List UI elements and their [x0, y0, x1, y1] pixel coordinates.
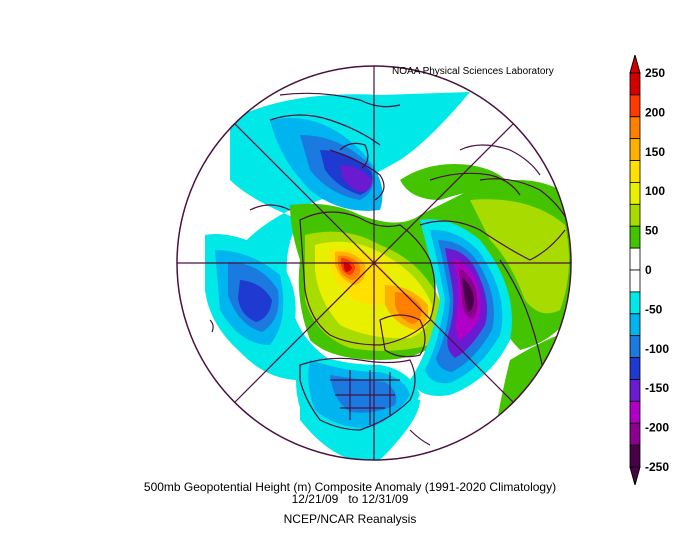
negative-anomaly-region [215, 92, 470, 460]
colorbar-tick-label: -100 [645, 342, 669, 356]
colorbar-tick-label: 50 [645, 224, 659, 238]
colorbar-swatch [629, 379, 641, 402]
colorbar-swatch [629, 203, 641, 227]
date-range: 12/21/09 to 12/31/09 [291, 492, 409, 506]
colorbar-swatch [629, 94, 641, 118]
dataset-label: NCEP/NCAR Reanalysis [283, 512, 417, 526]
map-border [176, 65, 572, 461]
colorbar-swatch [629, 72, 641, 96]
colorbar-swatch [629, 160, 641, 183]
colorbar-swatch [629, 357, 641, 380]
colorbar-swatch [629, 247, 641, 271]
colorbar-swatch [629, 313, 641, 337]
colorbar-max-arrow [629, 55, 641, 74]
colorbar-tick-label: 0 [645, 263, 652, 277]
credit-label: NOAA Physical Sciences Laboratory [392, 66, 554, 77]
colorbar-swatch [629, 335, 641, 358]
colorbar-tick-label: 150 [645, 145, 665, 159]
colorbar-swatch [629, 269, 641, 293]
colorbar: 250 200 150 100 50 0 -50 -100 -150 -200 -250 [629, 55, 669, 485]
map-title: 500mb Geopotential Height (m) Composite … [143, 480, 557, 494]
colorbar-swatch [629, 291, 641, 315]
colorbar-swatch [629, 444, 641, 468]
colorbar-tick-label: 200 [645, 105, 665, 119]
colorbar-swatch [629, 182, 641, 205]
colorbar-tick-label: 250 [645, 66, 665, 80]
colorbar-swatch [629, 422, 641, 446]
colorbar-swatch [629, 138, 641, 161]
colorbar-tick-label: -150 [645, 381, 669, 395]
colorbar-tick-label: 100 [645, 184, 665, 198]
colorbar-swatch [629, 116, 641, 140]
colorbar-tick-label: -200 [645, 421, 669, 435]
colorbar-swatch [629, 400, 641, 424]
colorbar-min-arrow [629, 466, 641, 485]
colorbar-tick-label: -250 [645, 460, 669, 474]
colorbar-tick-label: -50 [645, 302, 663, 316]
colorbar-swatch [629, 225, 641, 249]
